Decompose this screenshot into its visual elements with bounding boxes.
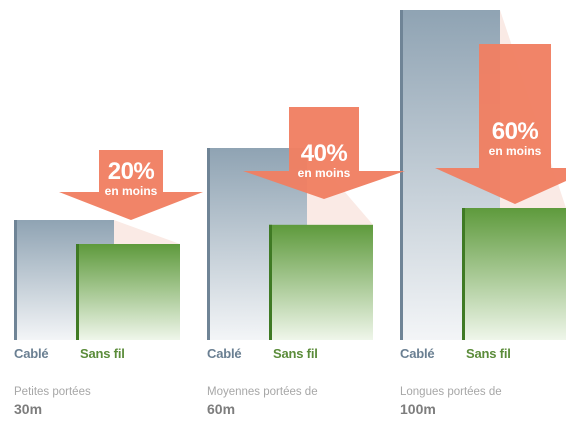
wireless-label: Sans fil (466, 346, 511, 361)
arrows-layer (59, 44, 566, 220)
range-description: Petites portées (14, 386, 91, 398)
bar-wireless (462, 208, 566, 340)
reduction-arrow (243, 107, 405, 199)
reduction-callout: 60% en moins (475, 118, 555, 158)
cable-label: Cablé (400, 346, 435, 361)
reduction-percent: 40% (300, 140, 348, 167)
reduction-arrow (59, 150, 203, 220)
reduction-less-label: en moins (488, 144, 542, 158)
bar-cable-edge (207, 148, 210, 340)
bar-wireless-edge (462, 208, 465, 340)
range-distance: 100m (400, 401, 436, 417)
bar-cable-edge (14, 220, 17, 340)
range-description: Moyennes portées de (207, 386, 318, 398)
bars-layer (14, 10, 566, 340)
wireless-label: Sans fil (80, 346, 125, 361)
reduction-callout: 40% en moins (284, 140, 364, 180)
bar-wireless-edge (269, 224, 272, 340)
bar-wireless-edge (76, 244, 79, 340)
reduction-callout: 20% en moins (91, 158, 171, 198)
range-distance: 60m (207, 401, 236, 417)
bar-wireless (269, 224, 373, 340)
reduction-arrow (435, 44, 566, 204)
wireless-label: Sans fil (273, 346, 318, 361)
range-distance: 30m (14, 401, 43, 417)
bar-wireless (76, 244, 180, 340)
bar-cable-edge (400, 10, 403, 340)
reduction-percent: 60% (491, 118, 539, 145)
range-description: Longues portées de (400, 386, 502, 398)
cable-label: Cablé (207, 346, 242, 361)
reduction-percent: 20% (107, 158, 155, 185)
cable-label: Cablé (14, 346, 49, 361)
reduction-less-label: en moins (297, 166, 351, 180)
reduction-less-label: en moins (104, 184, 158, 198)
